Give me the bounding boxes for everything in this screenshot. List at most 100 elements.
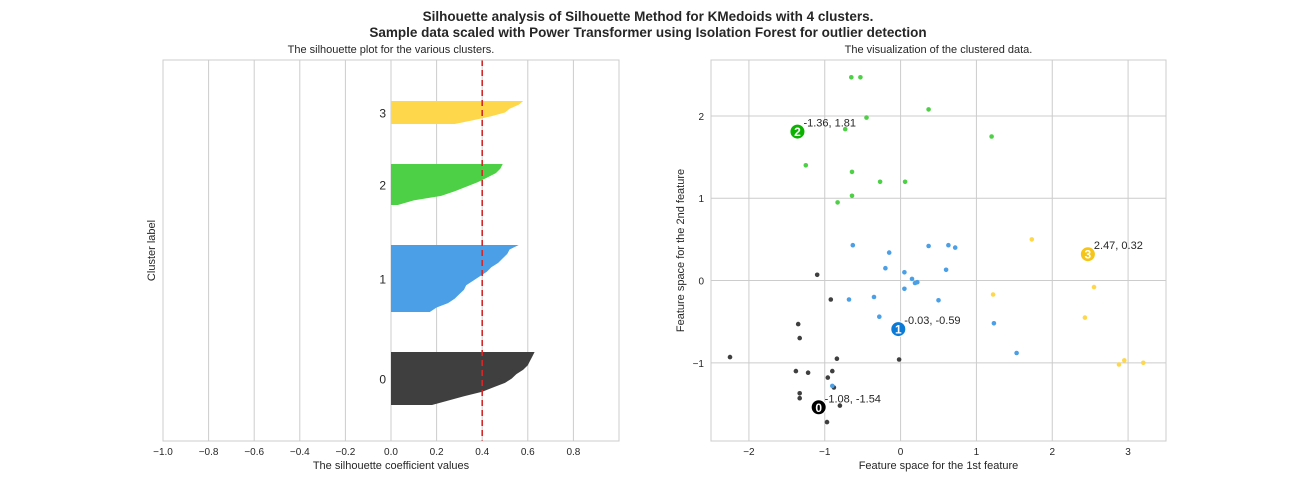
cluster-center-marker-3 — [1079, 246, 1096, 263]
silhouette-axes-frame — [162, 59, 620, 442]
scatter-point-cluster-2 — [989, 134, 994, 139]
scatter-point-cluster-1 — [830, 383, 835, 389]
silhouette-x-axis-label: The silhouette coefficient values — [313, 460, 470, 472]
silhouette-xtick-label: −1.0 — [153, 447, 173, 458]
scatter-axes-frame — [710, 59, 1167, 442]
silhouette-xtick-label: 0.2 — [430, 447, 444, 458]
scatter-point-cluster-1 — [909, 276, 915, 282]
scatter-point-cluster-2 — [877, 179, 883, 185]
silhouette-band-cluster-2 — [391, 164, 503, 205]
scatter-ytick-label: 0 — [698, 277, 704, 288]
scatter-point-cluster-3 — [1029, 237, 1035, 242]
silhouette-band-cluster-1 — [391, 245, 519, 312]
scatter-point-cluster-2 — [902, 179, 908, 185]
silhouette-xtick-label: −0.6 — [244, 447, 264, 458]
silhouette-band-cluster-3 — [391, 101, 524, 124]
scatter-point-cluster-2 — [803, 163, 809, 168]
cluster-center-marker-1 — [890, 321, 907, 338]
scatter-point-cluster-2 — [864, 115, 869, 120]
scatter-xtick-label: −2 — [743, 447, 755, 458]
scatter-xtick-label: 3 — [1125, 447, 1131, 458]
scatter-point-cluster-0 — [727, 354, 733, 360]
cluster-center-coordinates: 2.47, 0.32 — [1094, 240, 1143, 252]
cluster-center-number: 2 — [794, 125, 801, 139]
cluster-center-number: 3 — [1085, 248, 1092, 262]
scatter-point-cluster-1 — [886, 250, 892, 255]
scatter-point-cluster-0 — [797, 391, 802, 396]
scatter-point-cluster-0 — [805, 370, 811, 376]
scatter-plot-title: The visualization of the clustered data. — [845, 44, 1033, 56]
silhouette-xtick-label: −0.2 — [336, 447, 356, 458]
scatter-point-cluster-3 — [1082, 315, 1088, 320]
scatter-point-cluster-1 — [912, 280, 918, 286]
scatter-ytick-label: 1 — [698, 194, 704, 205]
scatter-y-axis-label: Feature space for the 2nd feature — [675, 169, 687, 332]
scatter-point-cluster-2 — [849, 193, 855, 199]
scatter-point-cluster-3 — [990, 292, 996, 297]
scatter-xtick-label: −1 — [819, 447, 831, 458]
silhouette-xtick-label: −0.4 — [290, 447, 310, 458]
silhouette-xtick-label: 0.4 — [475, 447, 489, 458]
scatter-point-cluster-1 — [877, 314, 882, 320]
scatter-point-cluster-2 — [842, 126, 848, 132]
scatter-point-cluster-2 — [858, 75, 863, 80]
silhouette-cluster-label: 0 — [379, 373, 386, 387]
scatter-xtick-label: 1 — [974, 447, 980, 458]
scatter-xtick-label: 0 — [898, 447, 904, 458]
silhouette-y-axis-label: Cluster label — [146, 220, 158, 281]
cluster-center-number: 1 — [895, 323, 902, 337]
silhouette-band-cluster-0 — [391, 352, 535, 405]
scatter-point-cluster-0 — [824, 419, 830, 425]
scatter-point-cluster-1 — [1014, 350, 1019, 356]
scatter-ytick-label: −1 — [693, 359, 705, 370]
cluster-center-coordinates: -1.08, -1.54 — [825, 393, 881, 405]
scatter-point-cluster-1 — [850, 242, 856, 248]
scatter-point-cluster-1 — [952, 245, 958, 250]
scatter-point-cluster-0 — [896, 357, 902, 362]
scatter-point-cluster-2 — [926, 107, 931, 112]
scatter-point-cluster-0 — [793, 368, 799, 374]
cluster-center-coordinates: -0.03, -0.59 — [904, 315, 960, 327]
chart-suptitle-line1: Silhouette analysis of Silhouette Method… — [422, 9, 874, 24]
silhouette-xtick-label: 0.6 — [521, 447, 535, 458]
cluster-center-marker-0 — [810, 399, 827, 416]
silhouette-xtick-label: 0.8 — [566, 447, 580, 458]
silhouette-cluster-label: 2 — [379, 179, 386, 193]
cluster-center-marker-2 — [789, 123, 806, 140]
scatter-xtick-label: 2 — [1049, 447, 1055, 458]
scatter-point-cluster-1 — [946, 242, 951, 248]
scatter-point-cluster-3 — [1091, 284, 1097, 290]
scatter-point-cluster-0 — [825, 375, 831, 380]
scatter-ytick-label: 2 — [698, 112, 704, 123]
scatter-point-cluster-0 — [834, 356, 840, 362]
scatter-point-cluster-2 — [849, 169, 855, 175]
scatter-point-cluster-1 — [846, 297, 852, 302]
silhouette-cluster-label: 3 — [379, 107, 386, 121]
scatter-point-cluster-0 — [814, 272, 820, 278]
chart-suptitle-line2: Sample data scaled with Power Transforme… — [369, 25, 927, 40]
scatter-point-cluster-2 — [849, 75, 854, 80]
scatter-point-cluster-1 — [902, 286, 907, 292]
cluster-center-number: 0 — [815, 401, 822, 415]
silhouette-cluster-label: 1 — [379, 273, 386, 287]
scatter-point-cluster-3 — [1122, 358, 1127, 363]
scatter-point-cluster-0 — [830, 368, 835, 374]
scatter-point-cluster-0 — [837, 403, 843, 408]
scatter-point-cluster-1 — [871, 294, 877, 300]
scatter-point-cluster-1 — [943, 267, 949, 273]
silhouette-xtick-label: −0.8 — [199, 447, 219, 458]
scatter-point-cluster-0 — [797, 395, 802, 401]
scatter-point-cluster-2 — [835, 200, 840, 205]
scatter-point-cluster-1 — [883, 265, 888, 271]
scatter-point-cluster-3 — [1141, 360, 1146, 366]
scatter-point-cluster-1 — [926, 243, 931, 249]
cluster-center-coordinates: -1.36, 1.81 — [803, 118, 856, 130]
scatter-point-cluster-1 — [902, 270, 907, 275]
scatter-point-cluster-1 — [936, 298, 941, 303]
scatter-point-cluster-0 — [795, 321, 801, 327]
scatter-point-cluster-0 — [828, 297, 834, 302]
silhouette-xtick-label: 0.0 — [384, 447, 398, 458]
scatter-point-cluster-1 — [991, 321, 997, 326]
scatter-point-cluster-3 — [1116, 362, 1122, 367]
